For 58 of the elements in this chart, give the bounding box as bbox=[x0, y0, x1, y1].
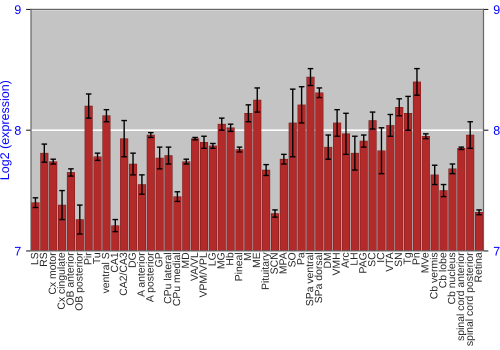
x-tick-label: ventral S bbox=[102, 252, 110, 294]
x-tick-label: Cb lobe bbox=[438, 252, 446, 288]
x-tick-label: LS bbox=[30, 252, 38, 264]
x-tick-label: SCN bbox=[270, 253, 278, 274]
x-tick-label: MVe bbox=[421, 252, 429, 272]
x-tick-label: SO bbox=[288, 252, 296, 267]
x-tick-label: CPu medial bbox=[172, 253, 180, 306]
y-tick-label: 8 bbox=[14, 126, 21, 135]
x-tick-label: Pir bbox=[84, 252, 92, 264]
x-tick-label: spinal cord anterior bbox=[456, 252, 466, 341]
x-tick-label: SPa dorsal bbox=[314, 253, 322, 303]
x-tick-label: M bbox=[244, 253, 252, 260]
x-tick-label: LH bbox=[350, 253, 358, 265]
y2-tick-label: 7 bbox=[494, 246, 500, 256]
x-tick-label: MG bbox=[217, 253, 225, 268]
x-tick-label: VTA bbox=[386, 252, 394, 272]
x-tick-label: CA1 bbox=[110, 252, 118, 272]
x-tick-label: Cb vermis bbox=[430, 252, 438, 299]
x-tick-label: VPM/VPL bbox=[199, 252, 207, 298]
x-tick-label: OB anterior bbox=[66, 252, 74, 306]
x-tick-label: VA/VL bbox=[190, 252, 198, 282]
x-tick-label: VMH bbox=[332, 253, 340, 276]
x-tick-label: Tu bbox=[93, 253, 100, 264]
x-tick-label: Cx motor bbox=[48, 252, 56, 294]
x-tick-label: Pa bbox=[297, 252, 304, 264]
x-tick-label: GP bbox=[155, 252, 162, 267]
y2-tick-label: 9 bbox=[494, 5, 500, 14]
x-tick-label: A posterior bbox=[146, 252, 156, 302]
x-tick-label: Tg bbox=[404, 253, 413, 264]
x-tick-label: Pn bbox=[412, 253, 420, 264]
x-tick-label: RS bbox=[40, 252, 48, 266]
y-tick-label: 7 bbox=[14, 246, 21, 256]
x-tick-label: Arc bbox=[342, 252, 349, 268]
x-tick-label: Cb nucleus bbox=[448, 252, 456, 304]
x-tick-label: MPA bbox=[279, 252, 287, 274]
x-tick-label: SPa ventral bbox=[306, 253, 314, 306]
x-tick-label: Retina bbox=[474, 252, 482, 282]
x-tick-label: MD bbox=[182, 252, 189, 268]
x-tick-label: Pituitary bbox=[261, 252, 271, 290]
x-tick-label: LG bbox=[208, 253, 216, 266]
x-tick-label: OB posterior bbox=[74, 252, 85, 310]
x-tick-label: CA2/CA3 bbox=[119, 252, 127, 296]
x-tick-label: PAG bbox=[359, 253, 367, 273]
y-tick-label: 9 bbox=[14, 5, 21, 14]
y2-tick-label: 8 bbox=[494, 126, 500, 135]
x-tick-label: Cx cingulate bbox=[57, 252, 67, 310]
x-tick-label: Hb bbox=[226, 252, 234, 265]
x-tick-label: ME bbox=[252, 252, 260, 268]
x-tick-label: A anterior bbox=[137, 252, 145, 297]
x-tick-label: CPu lateral bbox=[164, 253, 172, 304]
x-tick-label: DG bbox=[128, 253, 136, 268]
x-tick-label: IC bbox=[376, 252, 384, 262]
x-tick-label: SN bbox=[394, 253, 402, 266]
x-tick-label: DM bbox=[324, 253, 331, 268]
x-tick-label: SC bbox=[368, 252, 376, 266]
x-tick-label: spinal cord posterior bbox=[465, 252, 476, 346]
y-axis-title: Log2 (expression) bbox=[0, 80, 12, 180]
x-tick-label: Pineal bbox=[234, 253, 242, 280]
